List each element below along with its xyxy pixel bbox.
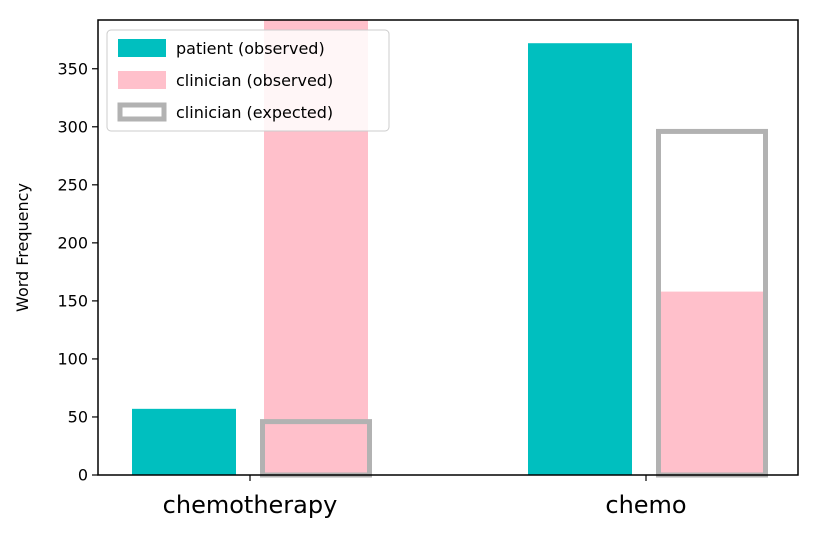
bar-patient-observed-1 xyxy=(528,43,632,475)
x-tick-label: chemotherapy xyxy=(163,491,338,519)
bar-patient-observed-0 xyxy=(132,408,236,475)
bar-clinician-observed-1 xyxy=(660,291,764,475)
legend-swatch xyxy=(118,71,166,89)
x-tick-label: chemo xyxy=(605,491,686,519)
y-tick-label: 350 xyxy=(57,59,88,78)
legend-swatch xyxy=(117,102,167,122)
y-tick-label: 50 xyxy=(68,407,88,426)
y-axis-label: Word Frequency xyxy=(13,183,32,312)
y-tick-label: 100 xyxy=(57,349,88,368)
y-tick-label: 250 xyxy=(57,175,88,194)
legend-box xyxy=(106,29,390,132)
y-tick-label: 200 xyxy=(57,233,88,252)
legend-swatch xyxy=(118,39,166,57)
y-tick-label: 150 xyxy=(57,291,88,310)
y-axis: 0 50 100 150 200 250 300 350 xyxy=(57,59,98,485)
x-axis: chemotherapy chemo xyxy=(163,475,687,519)
y-tick-label: 0 xyxy=(78,466,88,485)
legend-label: clinician (observed) xyxy=(176,71,333,90)
y-tick-label: 300 xyxy=(57,117,88,136)
axes-frame xyxy=(97,19,799,476)
legend: patient (observed) clinician (observed) cl… xyxy=(106,29,390,132)
legend-label: clinician (expected) xyxy=(176,103,333,122)
legend-label: patient (observed) xyxy=(176,39,325,58)
